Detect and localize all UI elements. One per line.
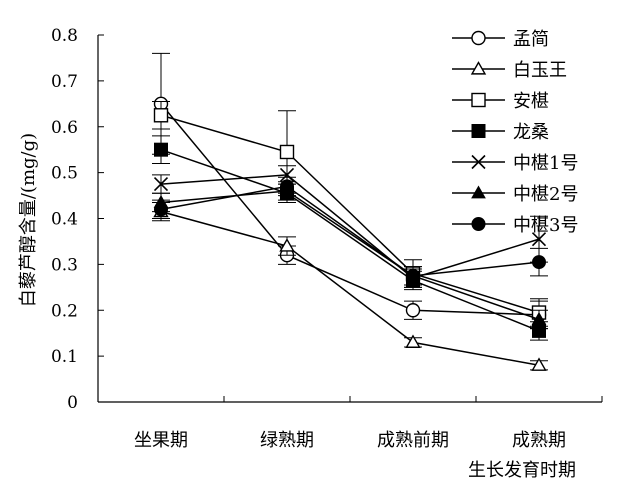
- y-axis-title: 白藜芦醇含量/(mg/g): [18, 133, 39, 307]
- y-tick-label: 0.3: [51, 255, 78, 275]
- legend-item: 安椹: [452, 91, 549, 112]
- legend-item: 中椹1号: [452, 153, 578, 174]
- data-point: [531, 232, 547, 247]
- series-4: [152, 135, 548, 341]
- legend-marker: [470, 61, 487, 75]
- data-point: [406, 268, 420, 283]
- legend-marker: [471, 185, 486, 199]
- series-line: [160, 190, 540, 321]
- y-tick-label: 0.1: [51, 347, 78, 367]
- y-tick-label: 0.4: [51, 210, 78, 230]
- legend-label: 中椹1号: [513, 153, 578, 174]
- legend-marker: [471, 154, 486, 170]
- y-tick-label: 0: [67, 393, 78, 413]
- data-point: [405, 303, 421, 318]
- series-line: [160, 114, 540, 314]
- series-3: [152, 101, 548, 327]
- series-1: [152, 52, 548, 330]
- plot-area: [152, 52, 548, 371]
- x-axis-title: 生长发育时期: [468, 460, 576, 481]
- series-line: [160, 185, 540, 277]
- data-point: [532, 255, 546, 270]
- legend-marker: [471, 30, 486, 46]
- series-line: [160, 174, 540, 279]
- data-point: [280, 179, 294, 194]
- data-point: [279, 144, 295, 160]
- series-7: [152, 176, 548, 286]
- data-point: [154, 202, 168, 217]
- series-line: [160, 210, 540, 367]
- legend-item: 中椹2号: [452, 184, 578, 205]
- legend-marker: [471, 124, 486, 138]
- data-point: [531, 311, 547, 325]
- x-tick-label: 坐果期: [134, 430, 188, 451]
- data-point: [279, 167, 295, 182]
- data-point: [153, 108, 169, 123]
- y-tick-label: 0.7: [51, 72, 78, 92]
- x-tick-label: 成熟前期: [377, 430, 449, 451]
- x-axis-ticks: 坐果期 绿熟期 成熟前期 成熟期: [97, 396, 603, 451]
- series-2: [152, 201, 548, 371]
- legend-marker: [471, 217, 486, 231]
- legend-item: 白玉王: [452, 60, 567, 81]
- series-line: [160, 148, 540, 332]
- legend-marker: [471, 92, 486, 108]
- x-tick-label: 成熟期: [512, 430, 566, 451]
- legend-label: 中椹2号: [513, 184, 578, 205]
- y-tick-label: 0.2: [51, 301, 78, 321]
- y-tick-label: 0.5: [51, 164, 78, 184]
- data-point: [279, 238, 295, 252]
- data-point: [405, 334, 421, 348]
- y-axis-ticks: 0 0.1 0.2 0.3 0.4 0.5 0.6 0.7 0.8: [51, 26, 104, 413]
- y-tick-label: 0.8: [51, 26, 78, 46]
- legend-label: 白玉王: [513, 60, 567, 81]
- legend-item: 孟简: [452, 29, 549, 50]
- legend-item: 龙桑: [452, 122, 549, 143]
- series-5: [152, 165, 548, 288]
- data-point: [531, 357, 547, 371]
- legend-label: 龙桑: [513, 122, 549, 143]
- data-point: [153, 177, 169, 192]
- legend-label: 孟简: [513, 29, 549, 50]
- x-tick-label: 绿熟期: [260, 430, 314, 451]
- legend-label: 安椹: [513, 91, 549, 112]
- legend-item: 中椹3号: [452, 215, 578, 236]
- legend-label: 中椹3号: [513, 215, 578, 236]
- y-tick-label: 0.6: [51, 118, 78, 138]
- data-point: [154, 142, 168, 157]
